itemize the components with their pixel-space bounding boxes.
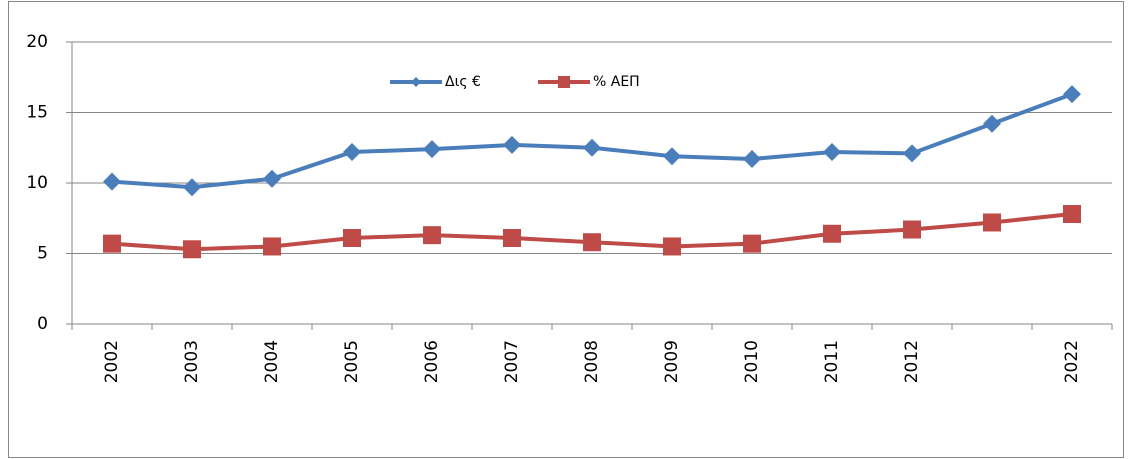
point <box>503 228 521 247</box>
point <box>663 237 681 256</box>
y-tick-label: 20 <box>26 32 48 52</box>
point <box>263 169 281 188</box>
point <box>503 135 521 154</box>
point <box>583 138 601 157</box>
point <box>343 228 361 247</box>
x-tick-label: 2008 <box>582 340 602 383</box>
x-tick-label: 2005 <box>342 340 362 383</box>
point <box>903 144 921 163</box>
point <box>983 114 1001 133</box>
legend-marker <box>558 76 570 88</box>
x-tick-label: 2002 <box>102 340 122 383</box>
point <box>183 178 201 197</box>
point <box>743 150 761 169</box>
x-tick-label: 2004 <box>262 340 282 383</box>
x-tick-label: 2003 <box>182 340 202 383</box>
point <box>423 140 441 159</box>
point <box>983 213 1001 232</box>
y-tick-label: 10 <box>26 173 48 193</box>
point <box>743 234 761 253</box>
point <box>103 234 121 253</box>
x-tick-label: 2006 <box>422 340 442 383</box>
chart-frame <box>8 1 1124 458</box>
legend-label: % ΑΕΠ <box>593 74 640 90</box>
point <box>823 224 841 243</box>
legend-marker <box>411 77 421 87</box>
point <box>663 147 681 166</box>
y-tick-label: 0 <box>37 314 48 334</box>
y-tick-label: 15 <box>26 103 48 123</box>
point <box>423 226 441 245</box>
y-tick-label: 5 <box>37 244 48 264</box>
point <box>183 240 201 259</box>
point <box>1063 85 1081 104</box>
x-tick-label: 2012 <box>902 340 922 383</box>
x-tick-label: 2010 <box>742 340 762 383</box>
x-tick-label: 2022 <box>1062 340 1082 383</box>
point <box>903 220 921 239</box>
point <box>263 237 281 256</box>
point <box>343 142 361 161</box>
point <box>103 172 121 191</box>
point <box>823 142 841 161</box>
x-tick-label: 2011 <box>822 340 842 383</box>
legend-label: Δις € <box>445 74 481 90</box>
point <box>1063 205 1081 224</box>
x-tick-label: 2009 <box>662 340 682 383</box>
x-tick-label: 2007 <box>502 340 522 383</box>
point <box>583 233 601 252</box>
